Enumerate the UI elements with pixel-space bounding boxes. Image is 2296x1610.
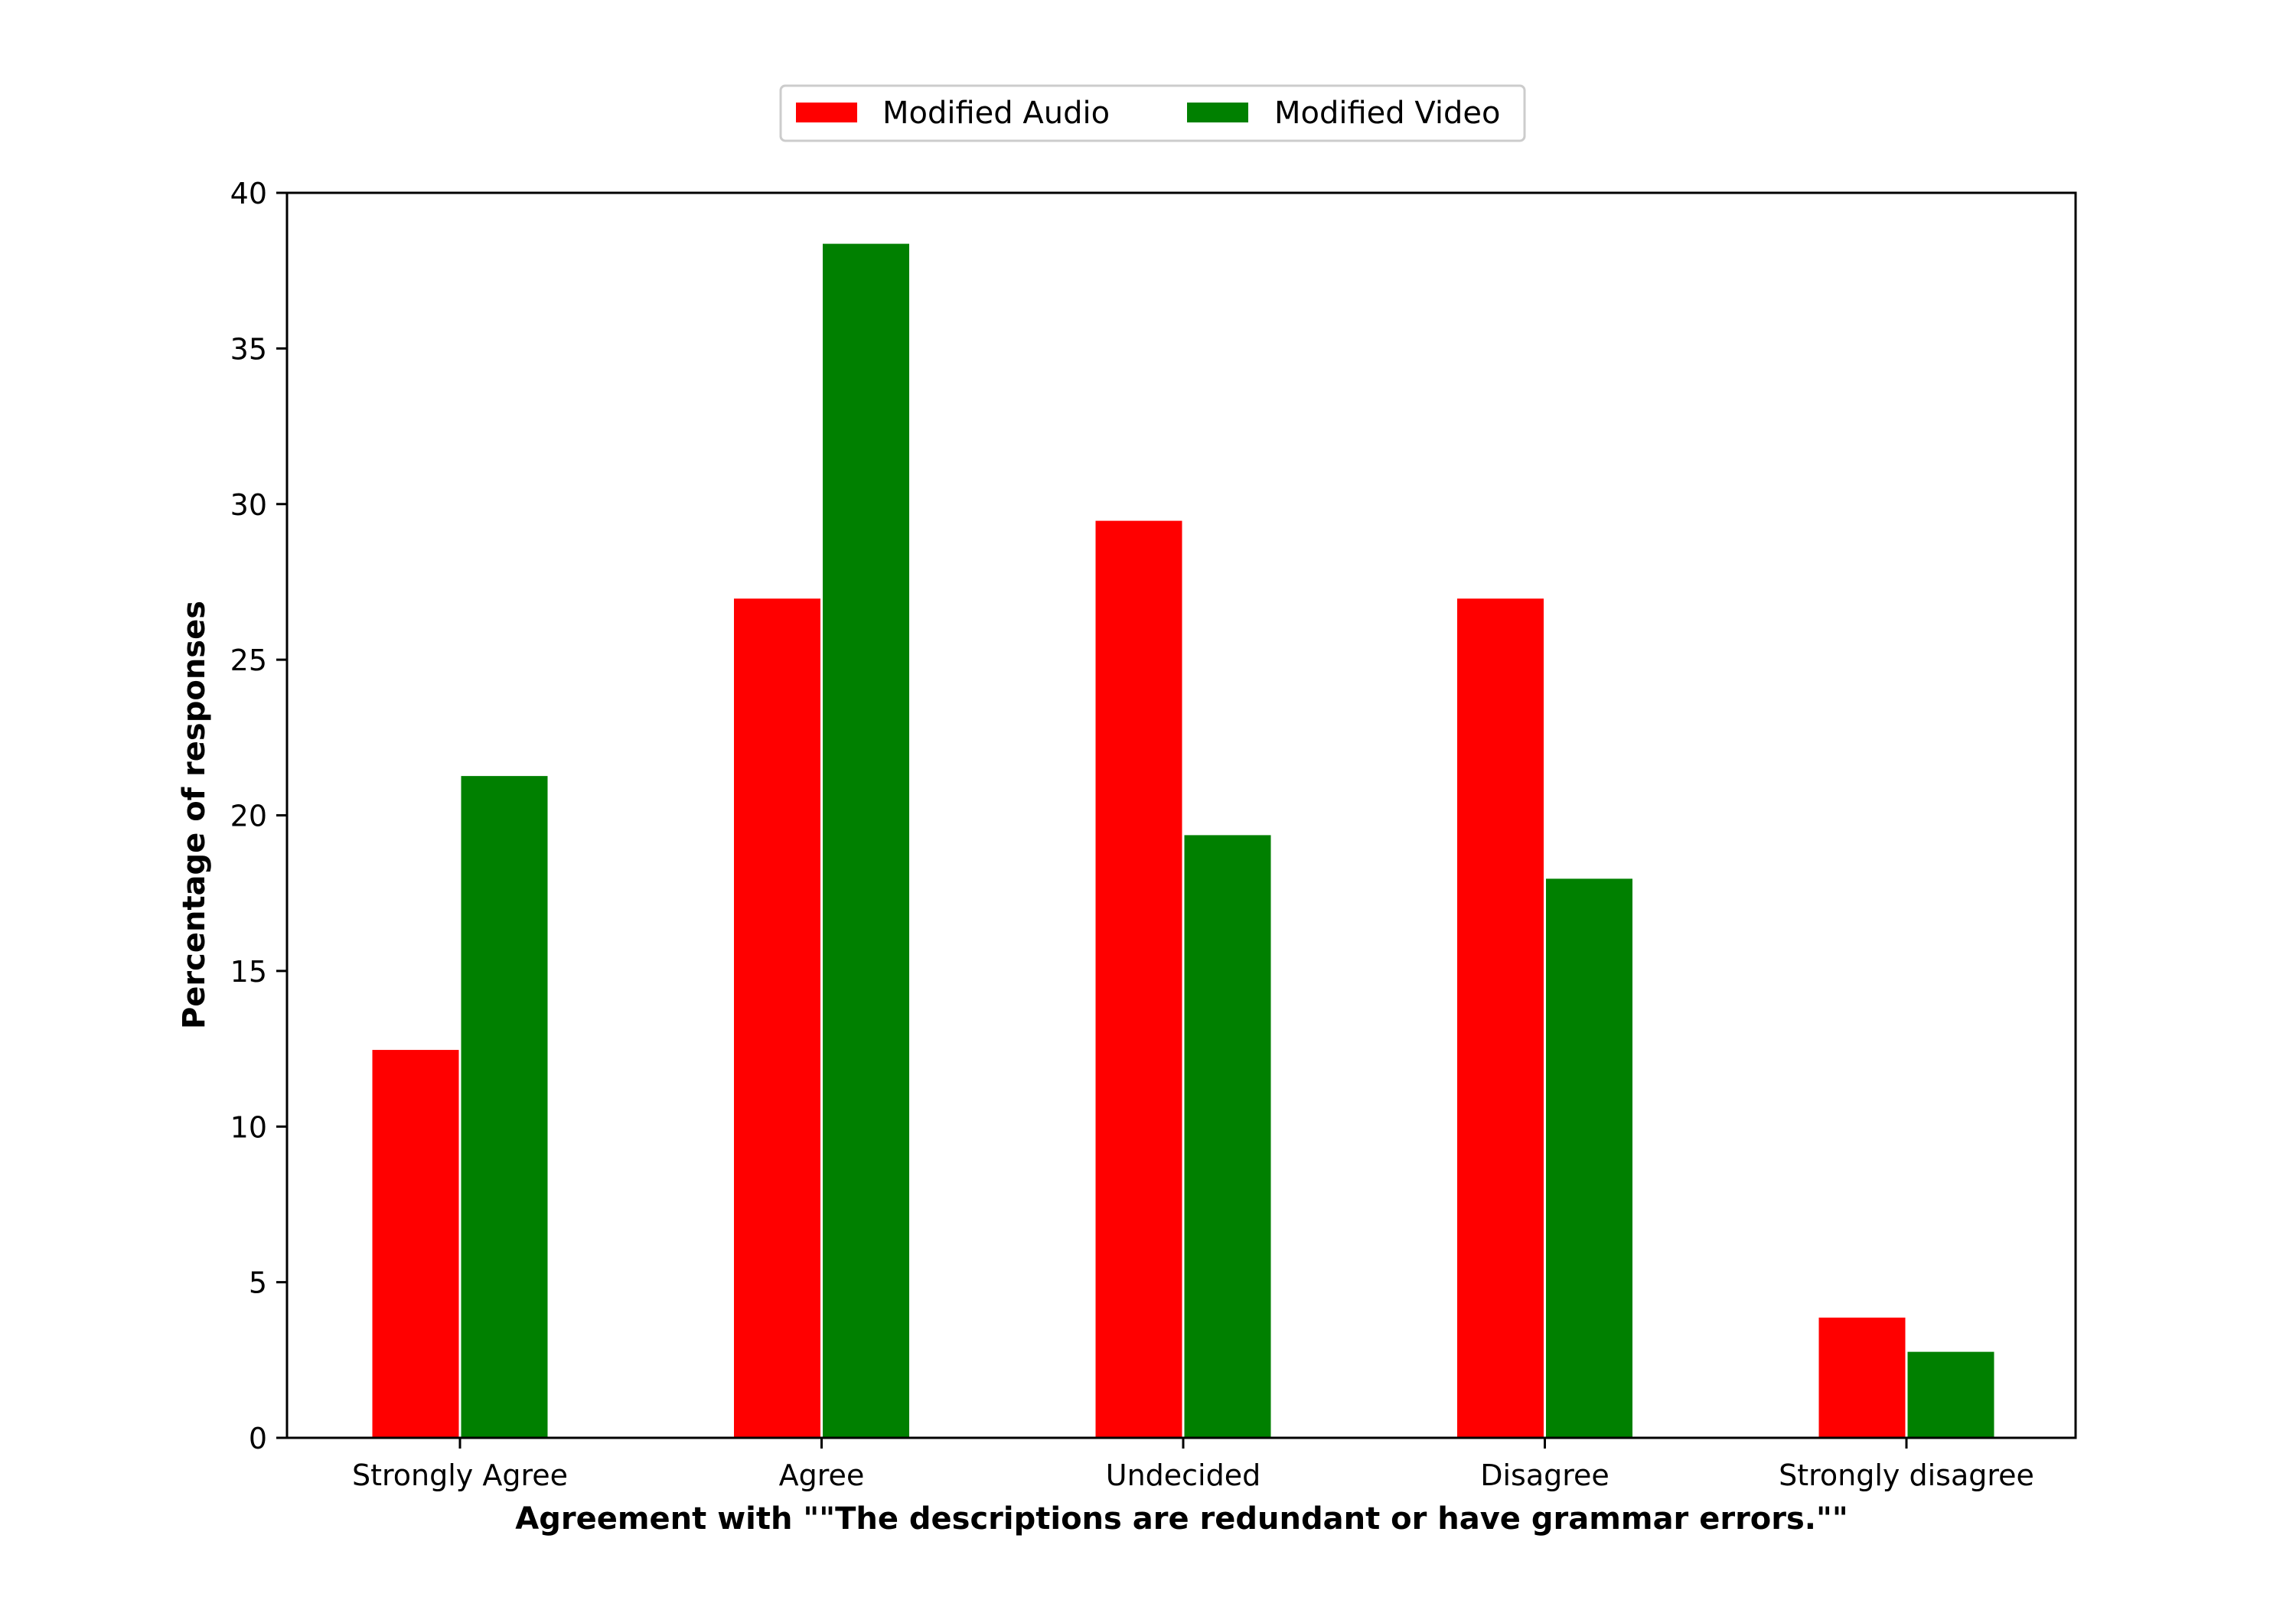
x-axis: Strongly Agree Agree Undecided Disagree Stro… bbox=[352, 1438, 2034, 1492]
y-axis: 0 5 10 15 20 25 30 35 40 bbox=[230, 177, 287, 1455]
y-tick-label-3: 15 bbox=[230, 955, 267, 989]
legend-swatch-video bbox=[1187, 103, 1248, 122]
y-tick-label-1: 5 bbox=[249, 1266, 267, 1300]
y-tick-label-8: 40 bbox=[230, 177, 267, 210]
y-tick-label-6: 30 bbox=[230, 488, 267, 522]
bar-audio-2 bbox=[1093, 518, 1185, 1439]
y-tick-label-7: 35 bbox=[230, 332, 267, 366]
bar-audio-1 bbox=[732, 596, 823, 1439]
y-tick-label-5: 25 bbox=[230, 644, 267, 677]
legend-label-audio: Modified Audio bbox=[882, 96, 1110, 131]
bar-audio-0 bbox=[370, 1048, 461, 1439]
x-tick-label-0: Strongly Agree bbox=[352, 1458, 568, 1492]
x-tick-label-4: Strongly disagree bbox=[1779, 1458, 2034, 1492]
x-axis-label: Agreement with ""The descriptions are re… bbox=[515, 1501, 1848, 1537]
bar-audio-3 bbox=[1455, 596, 1546, 1439]
x-tick-label-2: Undecided bbox=[1106, 1458, 1261, 1492]
y-tick-label-2: 10 bbox=[230, 1110, 267, 1144]
y-axis-label: Percentage of responses bbox=[177, 601, 212, 1029]
bar-video-2 bbox=[1182, 833, 1274, 1439]
y-tick-label-4: 20 bbox=[230, 800, 267, 833]
bars-layer bbox=[370, 241, 1997, 1439]
y-tick-label-0: 0 bbox=[249, 1422, 267, 1455]
x-tick-label-1: Agree bbox=[779, 1458, 865, 1492]
legend: Modified Audio Modified Video bbox=[779, 84, 1526, 142]
legend-label-video: Modified Video bbox=[1274, 96, 1500, 131]
legend-swatch-audio bbox=[796, 103, 857, 122]
bar-video-3 bbox=[1544, 876, 1635, 1439]
bar-video-4 bbox=[1905, 1349, 1997, 1439]
x-tick-label-3: Disagree bbox=[1480, 1458, 1609, 1492]
legend-frame bbox=[779, 84, 1526, 142]
bar-audio-4 bbox=[1816, 1315, 1908, 1439]
bar-video-0 bbox=[458, 774, 550, 1439]
bar-video-1 bbox=[820, 241, 912, 1439]
